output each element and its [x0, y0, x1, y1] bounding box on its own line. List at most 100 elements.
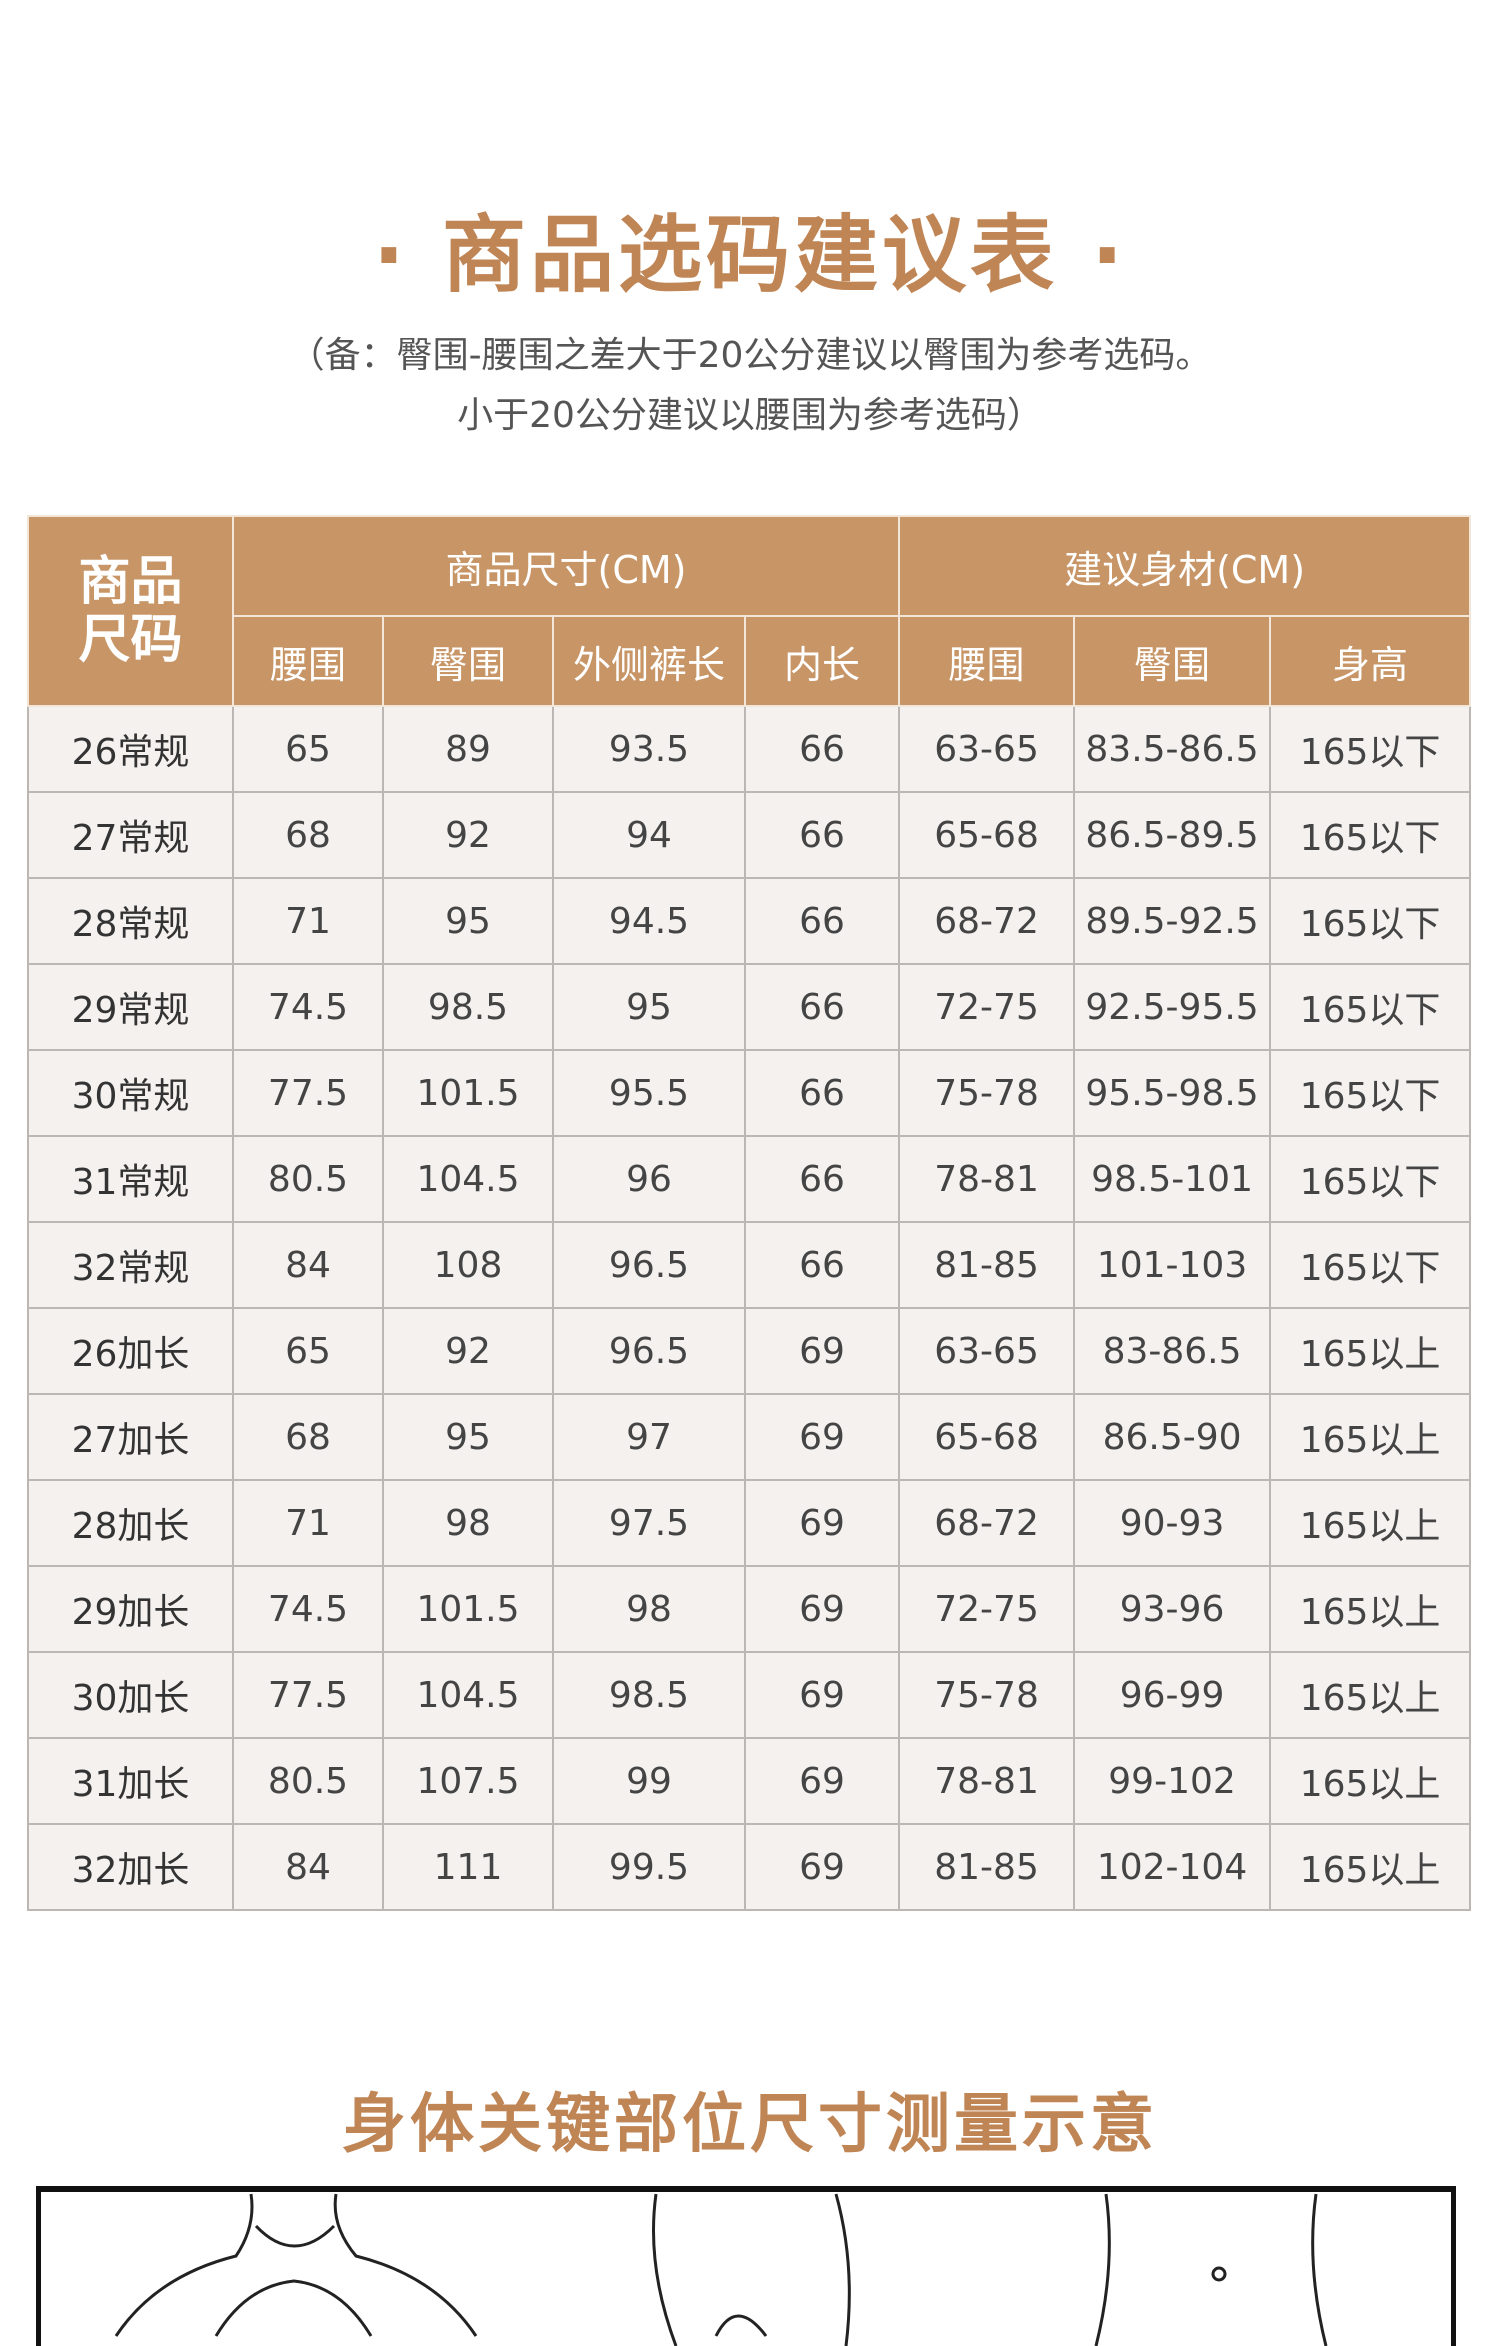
body-hip-cell: 86.5-90: [1073, 1393, 1272, 1481]
body-waist-cell: 72-75: [898, 1565, 1076, 1653]
body-hip-cell: 83-86.5: [1073, 1307, 1272, 1395]
hip-cell: 104.5: [382, 1651, 554, 1739]
size-cell: 31加长: [27, 1737, 234, 1825]
body-hip-cell: 90-93: [1073, 1479, 1272, 1567]
table-row: 26常规 65 89 93.5 66 63-65 83.5-86.5 165以下: [27, 705, 1472, 793]
body-waist-cell: 72-75: [898, 963, 1076, 1051]
height-cell: 165以下: [1269, 1221, 1472, 1309]
inseam-cell: 66: [743, 1221, 901, 1309]
hip-cell: 101.5: [382, 1049, 554, 1137]
size-table: 商品 尺码 商品尺寸(CM) 建议身材(CM) 腰围 臀围 外侧裤长 内长 腰围…: [27, 515, 1472, 1911]
table-row: 32加长 84 111 99.5 69 81-85 102-104 165以上: [27, 1823, 1472, 1911]
body-size-group-header: 建议身材(CM): [898, 515, 1472, 617]
hip-cell: 111: [382, 1823, 554, 1911]
size-cell: 29加长: [27, 1565, 234, 1653]
body-hip-cell: 89.5-92.5: [1073, 877, 1272, 965]
height-cell: 165以下: [1269, 963, 1472, 1051]
inseam-cell: 69: [743, 1393, 901, 1481]
body-waist-cell: 78-81: [898, 1737, 1076, 1825]
waist-cell: 80.5: [232, 1737, 384, 1825]
body-waist-cell: 78-81: [898, 1135, 1076, 1223]
corner-line-1: 商品: [78, 552, 183, 612]
table-row: 30加长 77.5 104.5 98.5 69 75-78 96-99 165以上: [27, 1651, 1472, 1739]
title-dot-left: ·: [372, 206, 409, 304]
size-cell: 27常规: [27, 791, 234, 879]
table-row: 26加长 65 92 96.5 69 63-65 83-86.5 165以上: [27, 1307, 1472, 1395]
waist-cell: 68: [232, 791, 384, 879]
size-cell: 32常规: [27, 1221, 234, 1309]
size-cell: 26加长: [27, 1307, 234, 1395]
table-row: 31加长 80.5 107.5 99 69 78-81 99-102 165以上: [27, 1737, 1472, 1825]
header-row-group: 商品 尺码 商品尺寸(CM) 建议身材(CM): [27, 515, 1472, 707]
inseam-cell: 66: [743, 1135, 901, 1223]
header-outer-length: 外侧裤长: [552, 615, 746, 707]
outer-length-cell: 96.5: [552, 1307, 746, 1395]
outer-length-cell: 99.5: [552, 1823, 746, 1911]
waist-cell: 65: [232, 705, 384, 793]
waist-cell: 71: [232, 877, 384, 965]
size-cell: 27加长: [27, 1393, 234, 1481]
measurement-illustration: [36, 2186, 1456, 2346]
body-waist-cell: 75-78: [898, 1049, 1076, 1137]
outer-length-cell: 97: [552, 1393, 746, 1481]
waist-cell: 77.5: [232, 1651, 384, 1739]
waist-cell: 74.5: [232, 963, 384, 1051]
hip-cell: 104.5: [382, 1135, 554, 1223]
outer-length-cell: 96: [552, 1135, 746, 1223]
height-cell: 165以下: [1269, 791, 1472, 879]
header-waist: 腰围: [232, 615, 384, 707]
outer-length-cell: 95.5: [552, 1049, 746, 1137]
waist-cell: 84: [232, 1221, 384, 1309]
body-hip-cell: 95.5-98.5: [1073, 1049, 1272, 1137]
outer-length-cell: 99: [552, 1737, 746, 1825]
body-hip-cell: 98.5-101: [1073, 1135, 1272, 1223]
body-waist-cell: 68-72: [898, 877, 1076, 965]
size-cell: 30加长: [27, 1651, 234, 1739]
hip-cell: 101.5: [382, 1565, 554, 1653]
outer-length-cell: 94.5: [552, 877, 746, 965]
inseam-cell: 69: [743, 1565, 901, 1653]
body-waist-cell: 81-85: [898, 1823, 1076, 1911]
hip-cell: 89: [382, 705, 554, 793]
hip-cell: 92: [382, 791, 554, 879]
body-hip-cell: 92.5-95.5: [1073, 963, 1272, 1051]
body-waist-cell: 75-78: [898, 1651, 1076, 1739]
table-row: 29加长 74.5 101.5 98 69 72-75 93-96 165以上: [27, 1565, 1472, 1653]
table-row: 31常规 80.5 104.5 96 66 78-81 98.5-101 165以下: [27, 1135, 1472, 1223]
table-row: 29常规 74.5 98.5 95 66 72-75 92.5-95.5 165以下: [27, 963, 1472, 1051]
outer-length-cell: 98.5: [552, 1651, 746, 1739]
height-cell: 165以上: [1269, 1307, 1472, 1395]
body-hip-cell: 102-104: [1073, 1823, 1272, 1911]
table-row: 28常规 71 95 94.5 66 68-72 89.5-92.5 165以下: [27, 877, 1472, 965]
page-title: · 商品选码建议表 ·: [0, 200, 1500, 310]
height-cell: 165以下: [1269, 705, 1472, 793]
title-text: 商品选码建议表: [441, 206, 1058, 304]
inseam-cell: 69: [743, 1479, 901, 1567]
size-cell: 31常规: [27, 1135, 234, 1223]
height-cell: 165以上: [1269, 1479, 1472, 1567]
outer-length-cell: 95: [552, 963, 746, 1051]
header-row-sub: 腰围 臀围 外侧裤长 内长 腰围 臀围 身高: [28, 615, 1472, 707]
note-line-2: 小于20公分建议以腰围为参考选码）: [457, 395, 1043, 436]
body-hip-cell: 101-103: [1073, 1221, 1272, 1309]
waist-cell: 68: [232, 1393, 384, 1481]
inseam-cell: 66: [743, 963, 901, 1051]
height-cell: 165以下: [1269, 1135, 1472, 1223]
header-hip: 臀围: [382, 615, 554, 707]
inseam-cell: 66: [743, 877, 901, 965]
inseam-cell: 66: [743, 791, 901, 879]
table-row: 27常规 68 92 94 66 65-68 86.5-89.5 165以下: [27, 791, 1472, 879]
outer-length-cell: 98: [552, 1565, 746, 1653]
body-waist-cell: 81-85: [898, 1221, 1076, 1309]
inseam-cell: 69: [743, 1823, 901, 1911]
body-hip-cell: 99-102: [1073, 1737, 1272, 1825]
outer-length-cell: 93.5: [552, 705, 746, 793]
hip-cell: 98: [382, 1479, 554, 1567]
title-dot-right: ·: [1091, 206, 1128, 304]
body-waist-cell: 63-65: [898, 1307, 1076, 1395]
body-waist-cell: 63-65: [898, 705, 1076, 793]
height-cell: 165以上: [1269, 1393, 1472, 1481]
size-cell: 30常规: [27, 1049, 234, 1137]
outer-length-cell: 94: [552, 791, 746, 879]
body-waist-cell: 65-68: [898, 1393, 1076, 1481]
